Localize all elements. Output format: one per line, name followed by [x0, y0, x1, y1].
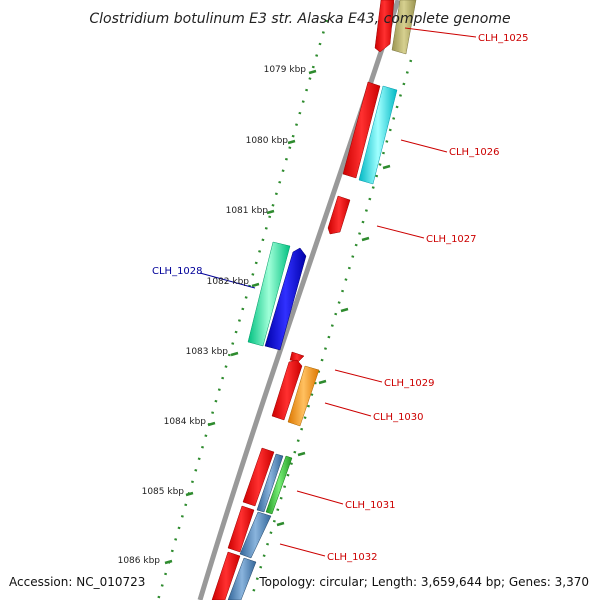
gene-labels: CLH_1025 CLH_1026 CLH_1027 CLH_1028 CLH_…	[152, 33, 529, 563]
gene-feature-steel-2[interactable]	[239, 511, 272, 559]
kbp-label: 1079 kbp	[264, 65, 307, 75]
gene-feature-clh-1032[interactable]	[227, 505, 255, 553]
gene-label-clh-1030[interactable]: CLH_1030	[373, 412, 424, 423]
kbp-tick-labels: 1079 kbp 1080 kbp 1081 kbp 1082 kbp 1083…	[118, 65, 307, 566]
gene-feature-green[interactable]	[265, 455, 293, 515]
gene-label-clh-1026[interactable]: CLH_1026	[449, 147, 500, 158]
gene-feature-clh-1025[interactable]	[374, 0, 395, 53]
gene-label-clh-1027[interactable]: CLH_1027	[426, 234, 477, 245]
accession-text: Accession: NC_010723	[9, 575, 145, 589]
gene-feature-clh-1028[interactable]	[264, 247, 307, 351]
gene-feature-spring-green[interactable]	[247, 241, 291, 347]
kbp-label: 1080 kbp	[246, 136, 289, 146]
gene-label-clh-1032[interactable]: CLH_1032	[327, 552, 378, 563]
inner-tick-track	[249, 59, 413, 600]
kbp-label: 1083 kbp	[186, 347, 229, 357]
genome-backbone	[197, 0, 401, 600]
gene-feature-clh-1027[interactable]	[327, 195, 351, 235]
kbp-label: 1084 kbp	[164, 417, 207, 427]
gene-feature-cyan[interactable]	[358, 85, 398, 185]
gene-label-clh-1028[interactable]: CLH_1028	[152, 266, 203, 277]
gene-feature-clh-1026[interactable]	[342, 81, 381, 179]
gene-feature-clh-1031[interactable]	[242, 447, 275, 507]
gene-label-clh-1031[interactable]: CLH_1031	[345, 500, 396, 511]
gene-feature-clh-1029[interactable]	[271, 359, 303, 421]
label-connectors	[199, 27, 477, 557]
gene-feature-clh-1030[interactable]	[287, 365, 320, 427]
gene-label-clh-1025[interactable]: CLH_1025	[478, 33, 529, 44]
kbp-label: 1081 kbp	[226, 206, 269, 216]
major-ticks	[164, 69, 391, 565]
gene-feature-khaki[interactable]	[391, 0, 417, 55]
gene-feature-red-bottom[interactable]	[211, 551, 241, 600]
gene-features	[211, 0, 417, 600]
gene-feature-steel-1[interactable]	[256, 453, 284, 513]
gene-label-clh-1029[interactable]: CLH_1029	[384, 378, 435, 389]
kbp-label: 1082 kbp	[207, 277, 250, 287]
topology-text: Topology: circular; Length: 3,659,644 bp…	[258, 575, 589, 589]
gene-feature-steel-3[interactable]	[227, 557, 257, 600]
map-title: Clostridium botulinum E3 str. Alaska E43…	[89, 11, 510, 27]
kbp-label: 1086 kbp	[118, 556, 161, 566]
kbp-label: 1085 kbp	[142, 487, 185, 497]
